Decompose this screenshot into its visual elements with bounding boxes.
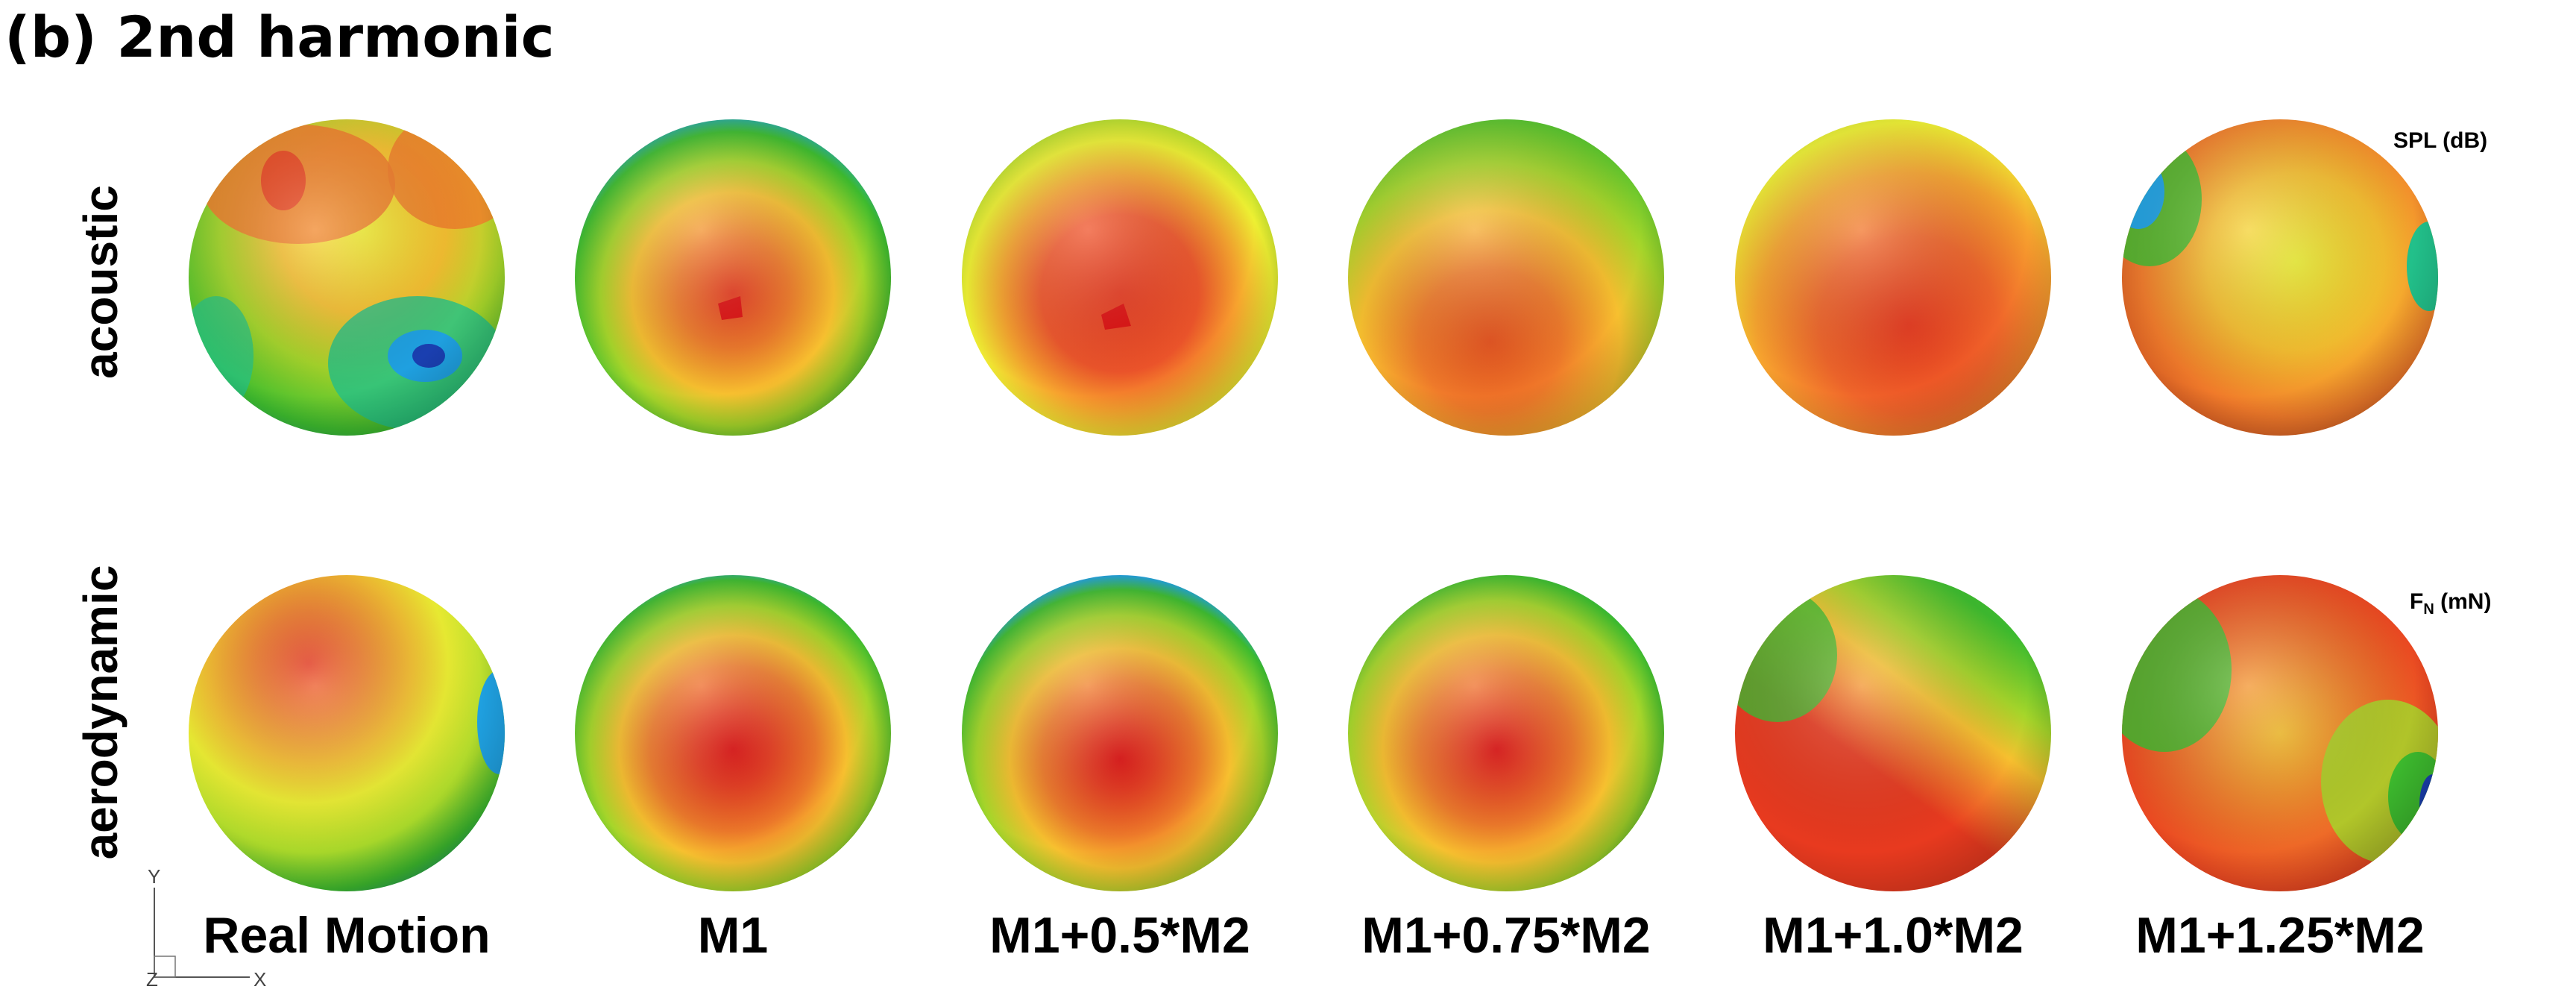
axis-label-y: Y <box>148 865 161 888</box>
sphere-aerodynamic-m1-1.25m2 <box>2120 573 2440 894</box>
sphere-acoustic-real-motion <box>186 117 507 438</box>
figure-title: (b) 2nd harmonic <box>4 4 555 70</box>
sphere-aerodynamic-real-motion <box>186 573 507 894</box>
column-label-m1-0.5m2: M1+0.5*M2 <box>989 907 1250 964</box>
axis-label-z: Z <box>146 968 158 991</box>
column-label-real-motion: Real Motion <box>203 907 491 964</box>
sphere-acoustic-m1 <box>573 117 893 438</box>
sphere-acoustic-m1-1.0m2 <box>1733 117 2053 438</box>
row-label-aerodynamic: aerodynamic <box>74 565 127 860</box>
axis-triad <box>154 888 250 978</box>
legend-subscript: N <box>2423 601 2434 618</box>
column-label-m1-0.75m2: M1+0.75*M2 <box>1361 907 1651 964</box>
row-label-acoustic: acoustic <box>74 185 127 379</box>
sphere-acoustic-m1-0.75m2 <box>1346 117 1666 438</box>
sphere-aerodynamic-m1 <box>573 573 893 894</box>
column-label-m1: M1 <box>697 907 769 964</box>
sphere-aerodynamic-m1-1.0m2 <box>1733 573 2053 894</box>
column-label-m1-1.0m2: M1+1.0*M2 <box>1763 907 2024 964</box>
sphere-acoustic-m1-0.5m2 <box>960 117 1280 438</box>
sphere-acoustic-m1-1.25m2 <box>2120 117 2440 438</box>
sphere-aerodynamic-m1-0.75m2 <box>1346 573 1666 894</box>
legend-symbol: F <box>2410 589 2424 614</box>
legend-label-acoustic: SPL (dB) <box>2393 128 2488 153</box>
column-label-m1-1.25m2: M1+1.25*M2 <box>2135 907 2425 964</box>
legend-unit: (mN) <box>2440 589 2492 614</box>
legend-label-aerodynamic: FN (mN) <box>2410 589 2491 618</box>
axis-label-x: X <box>253 968 267 991</box>
sphere-aerodynamic-m1-0.5m2 <box>960 573 1280 894</box>
